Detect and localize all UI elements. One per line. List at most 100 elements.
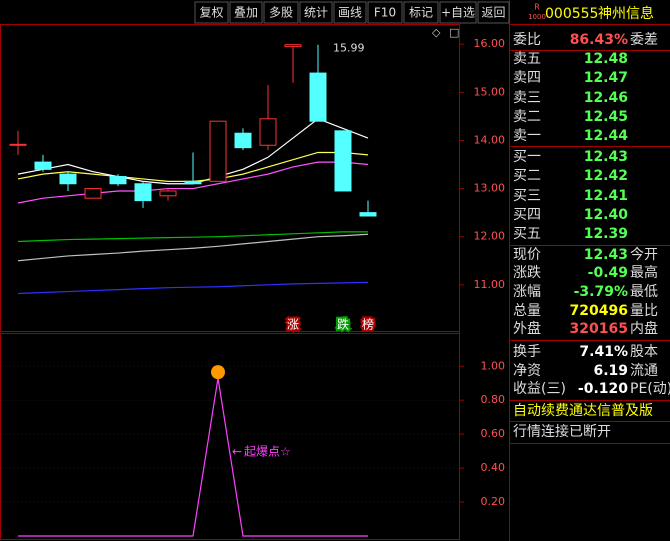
candle-body	[59, 173, 77, 185]
quote-label: 卖一	[513, 128, 541, 144]
icon-diamond[interactable]: ◇	[432, 26, 441, 39]
toolbar-button-label[interactable]: 复权	[199, 6, 223, 20]
toolbar-button-label[interactable]: F10	[374, 6, 396, 20]
candle-body	[234, 132, 252, 149]
toolbar-button-label[interactable]: 多股	[269, 6, 293, 20]
y-tick-label: 0.80	[481, 393, 506, 406]
toolbar-button-label[interactable]: +自选	[441, 6, 475, 20]
quote-label: 现价	[513, 247, 541, 263]
toolbar-button[interactable]	[333, 1, 367, 24]
quote-extra: 最低	[630, 284, 658, 300]
candle-body	[259, 118, 277, 146]
candle-body	[284, 44, 302, 48]
quote-label: 买一	[513, 149, 541, 165]
quote-value: -3.79%	[574, 284, 628, 300]
status: 行情连接已断开	[513, 423, 611, 440]
quote-value: 12.39	[584, 226, 628, 242]
quote-value: 86.43%	[570, 32, 628, 48]
badge: R	[534, 3, 540, 12]
quote-label: 卖四	[513, 70, 541, 86]
toolbar-button[interactable]	[194, 1, 229, 24]
quote-label: 卖三	[513, 90, 541, 106]
quote-extra: 量比	[630, 303, 658, 319]
y-tick-label: 15.00	[474, 85, 506, 98]
candle-body	[159, 190, 177, 197]
indicator-line	[17, 233, 369, 262]
annotation: 起爆点☆	[244, 445, 291, 459]
toolbar-button-label[interactable]: 叠加	[234, 6, 258, 20]
quote-value: 6.19	[593, 363, 628, 379]
icon-square[interactable]: □	[449, 26, 459, 39]
y-tick-label: 16.00	[474, 37, 506, 50]
quote-label: 收益(三)	[513, 381, 566, 397]
y-tick-label: 11.00	[474, 278, 506, 291]
toolbar-button-label[interactable]: 统计	[304, 6, 328, 20]
quote-label: 卖二	[513, 109, 541, 125]
toolbar-button-label[interactable]: 返回	[481, 6, 505, 20]
indicator-line	[18, 378, 368, 537]
signal-arrow: ←	[232, 445, 242, 459]
y-tick-label: 0.20	[481, 495, 506, 508]
toolbar-button-label[interactable]: 标记	[409, 6, 433, 20]
toolbar-button[interactable]	[403, 1, 439, 24]
y-tick-label: 13.00	[474, 182, 506, 195]
stock-code: 000555	[545, 6, 598, 22]
toolbar-button[interactable]	[299, 1, 333, 24]
quote-label: 买四	[513, 207, 541, 223]
candle-body	[184, 180, 202, 185]
y-tick-label: 0.60	[481, 427, 506, 440]
quote-value: 7.41%	[579, 344, 628, 360]
quote-extra: 股本	[630, 344, 658, 360]
quote-value: 12.45	[584, 109, 628, 125]
candle-body	[9, 143, 27, 146]
candle-body	[34, 161, 52, 170]
quote-value: 320165	[570, 321, 628, 337]
toolbar-button[interactable]	[263, 1, 299, 24]
quote-label: 买三	[513, 188, 541, 204]
quote-label: 换手	[513, 343, 541, 360]
quote-extra: 最高	[630, 264, 658, 281]
quote-value: -0.120	[578, 381, 628, 397]
quote-label: 总量	[513, 303, 541, 319]
y-tick-label: 14.00	[474, 133, 506, 146]
toolbar-button[interactable]	[367, 1, 403, 24]
signal-label: 涨	[287, 317, 299, 332]
candle-body	[309, 72, 327, 122]
stock-name: 神州信息	[598, 5, 654, 22]
candle-body	[334, 130, 352, 192]
quote-label: 涨跌	[513, 265, 541, 281]
candle-body	[84, 188, 102, 199]
toolbar-button-label[interactable]: 画线	[338, 6, 362, 20]
y-tick-label: 12.00	[474, 230, 506, 243]
quote-label: 买二	[513, 168, 541, 184]
signal-icon	[211, 365, 225, 380]
toolbar-button[interactable]	[477, 1, 510, 24]
quote-value: 12.48	[584, 51, 628, 67]
signal-label: 榜	[362, 317, 374, 332]
toolbar-button[interactable]	[229, 1, 263, 24]
quote-value: 12.43	[584, 247, 628, 263]
toolbar-button[interactable]	[439, 1, 477, 24]
quote-extra: 委差	[630, 32, 658, 48]
candle-body	[209, 120, 227, 182]
candle-body	[109, 176, 127, 185]
quote-value: -0.49	[588, 265, 628, 281]
quote-extra: 内盘	[630, 320, 658, 337]
y-tick-label: 1.00	[481, 359, 506, 372]
quote-value: 12.47	[584, 70, 628, 86]
quote-value: 12.46	[584, 90, 628, 106]
candle-body	[359, 212, 377, 217]
quote-label: 卖五	[513, 51, 541, 67]
quote-value: 12.40	[584, 207, 629, 223]
quote-label: 委比	[513, 32, 541, 48]
quote-label: 外盘	[513, 320, 541, 337]
quote-value: 720496	[570, 303, 628, 319]
badge: 1000	[528, 13, 546, 21]
indicator-line	[17, 231, 368, 243]
indicator-line	[17, 161, 369, 204]
quote-value: 12.42	[584, 168, 628, 184]
y-tick-label: 0.40	[481, 461, 506, 474]
quote-value: 12.41	[584, 188, 628, 204]
